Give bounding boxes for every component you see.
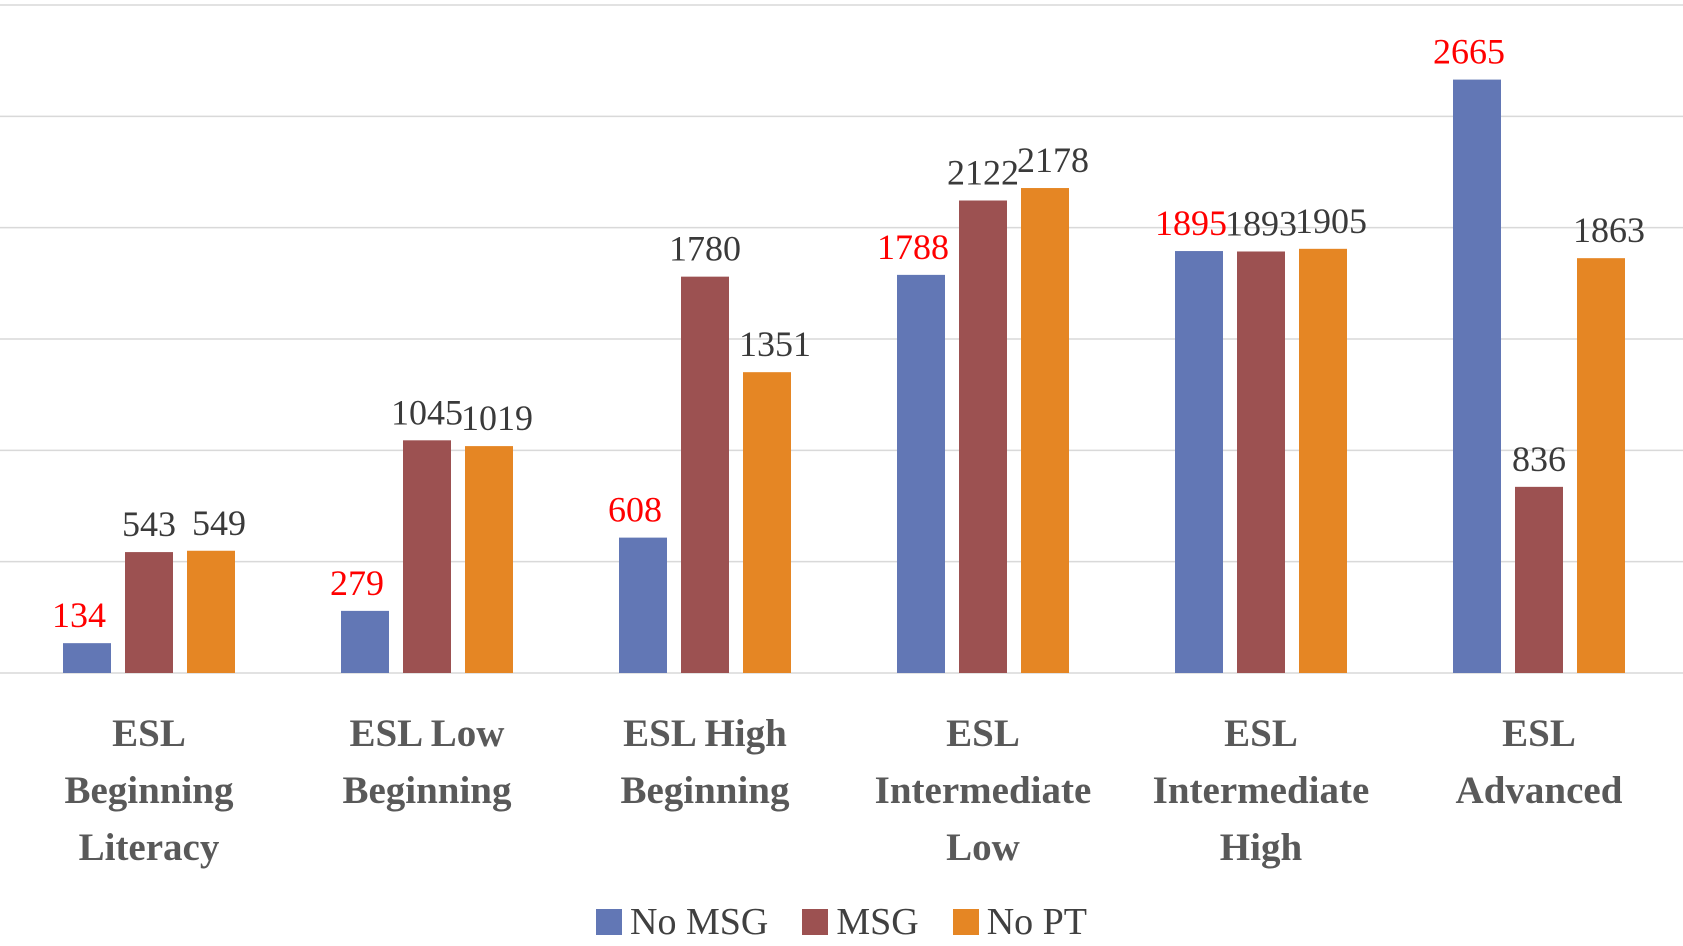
data-label: 2665	[1433, 32, 1505, 72]
x-tick-label: ESL Intermediate Low	[874, 712, 1092, 869]
legend: No MSG MSG No PT	[0, 900, 1683, 944]
legend-label: MSG	[836, 901, 919, 943]
data-label: 1780	[669, 229, 741, 269]
bar	[187, 550, 235, 673]
bar	[1021, 188, 1069, 674]
data-label: 543	[122, 504, 176, 544]
data-label: 1893	[1225, 203, 1297, 243]
legend-label: No PT	[986, 901, 1087, 943]
legend-label: No MSG	[630, 901, 769, 943]
data-label: 1863	[1573, 210, 1645, 250]
bar	[1577, 258, 1625, 673]
legend-swatch	[596, 909, 622, 935]
data-label: 279	[330, 563, 384, 603]
x-tick-label: ESL Low Beginning	[342, 712, 512, 812]
data-label: 134	[52, 595, 106, 635]
data-label: 549	[192, 503, 246, 543]
bar	[1175, 251, 1223, 673]
data-label: 2178	[1017, 140, 1089, 180]
x-tick-label: ESL High Beginning	[620, 712, 790, 812]
x-tick-label: ESL Beginning Literacy	[64, 712, 234, 869]
x-tick-label: ESL Advanced	[1455, 712, 1623, 812]
legend-item: MSG	[802, 900, 919, 944]
data-label: 1045	[391, 392, 463, 432]
legend-swatch	[802, 909, 829, 935]
bar	[1299, 248, 1347, 673]
bar	[465, 446, 513, 673]
legend-item: No PT	[952, 900, 1087, 944]
bar	[1453, 79, 1501, 674]
legend-item: No MSG	[596, 900, 768, 944]
bar	[619, 537, 667, 673]
bar	[341, 610, 389, 673]
bar	[63, 643, 111, 673]
bar	[125, 552, 173, 673]
x-tick-label: ESL Intermediate High	[1152, 712, 1370, 869]
data-label: 1351	[739, 324, 811, 364]
data-label: 1019	[461, 398, 533, 438]
data-label: 1895	[1155, 203, 1227, 243]
legend-swatch	[952, 909, 979, 935]
data-label: 1788	[877, 227, 949, 267]
bar	[681, 276, 729, 673]
bar	[403, 440, 451, 673]
bar	[1515, 486, 1563, 673]
data-label: 836	[1512, 439, 1566, 479]
bar	[959, 200, 1007, 673]
bar	[743, 372, 791, 673]
bar	[1237, 251, 1285, 673]
bar	[897, 274, 945, 673]
data-label: 2122	[947, 153, 1019, 193]
data-label: 608	[608, 490, 662, 530]
data-label: 1905	[1295, 201, 1367, 241]
